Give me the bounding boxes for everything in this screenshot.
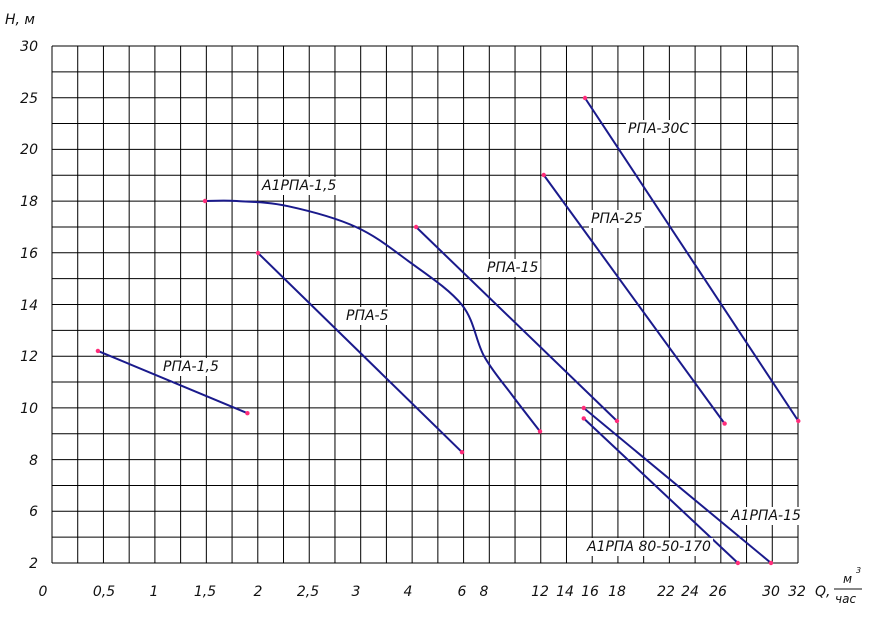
y-tick-label: 18 (20, 194, 38, 210)
series-line (257, 252, 463, 453)
series-line (584, 97, 800, 422)
x-axis-label: Q, (815, 584, 830, 600)
series-label: А1РПА-1,5 (261, 178, 336, 194)
series-endpoint (537, 429, 543, 434)
series-label-background (161, 358, 221, 376)
x-axis-unit-den: час (835, 592, 856, 606)
series-label: А1РПА-15 (730, 508, 801, 524)
series-endpoint (581, 405, 586, 411)
series-line (415, 226, 618, 422)
series-endpoint (95, 348, 101, 354)
x-tick-label: 26 (709, 584, 727, 600)
x-tick-label: 14 (556, 584, 574, 600)
y-tick-label: 20 (20, 142, 38, 158)
series-label-background (589, 210, 645, 228)
series-label: РПА-25 (591, 211, 643, 227)
x-tick-label: 1,5 (194, 584, 216, 600)
x-axis-unit-sup: 3 (856, 566, 861, 575)
y-tick-label: 10 (20, 401, 38, 417)
series-label: А1РПА 80-50-170 (586, 539, 711, 555)
series-label-background (485, 259, 541, 277)
series-label-background (728, 507, 803, 525)
series-endpoint (202, 198, 208, 204)
x-tick-label: 0 (39, 584, 48, 600)
series-endpoint (722, 421, 727, 426)
y-tick-label: 8 (29, 453, 38, 469)
x-tick-label: 32 (788, 584, 806, 600)
series-label-background (259, 177, 339, 195)
series-line (97, 349, 248, 415)
x-tick-label: 4 (404, 584, 413, 600)
x-tick-label: 3 (352, 584, 361, 600)
y-tick-label: 6 (29, 504, 38, 520)
series-endpoint (413, 224, 419, 230)
series-label: РПА-5 (346, 308, 389, 324)
x-tick-label: 30 (762, 584, 780, 600)
y-tick-label: 14 (20, 298, 38, 314)
x-tick-label: 6 (458, 584, 467, 600)
series-endpoint (582, 95, 588, 101)
x-tick-label: 8 (480, 584, 489, 600)
y-axis-label: H, м (5, 12, 35, 28)
series-endpoint (796, 418, 801, 424)
series-endpoint (245, 411, 250, 416)
series-endpoint (255, 250, 261, 256)
y-tick-label: 25 (20, 91, 38, 107)
series-endpoint (735, 560, 741, 566)
series-endpoint (768, 560, 774, 566)
y-tick-label: 30 (20, 39, 38, 55)
x-tick-label: 18 (608, 584, 626, 600)
series-line (583, 407, 772, 564)
series-label-background (584, 538, 714, 556)
x-axis-unit-num: м (843, 572, 852, 586)
series-label: РПА-30С (628, 121, 689, 137)
y-tick-label: 2 (29, 556, 38, 572)
series-endpoint (581, 416, 586, 421)
x-tick-label: 24 (681, 584, 699, 600)
x-tick-label: 16 (581, 584, 599, 600)
y-tick-label: 12 (20, 349, 38, 365)
series-endpoint (459, 450, 465, 455)
series-label-background (344, 307, 391, 325)
series-endpoint (614, 418, 620, 424)
series-label-background (626, 120, 692, 138)
series-labels: РПА-1,5 А1РПА-1,5 РПА-5 РПА-15 РПА-25 РПА-30С… (161, 120, 803, 556)
x-tick-label: 22 (657, 584, 675, 600)
series-line (542, 174, 726, 425)
grid (51, 45, 799, 564)
x-tick-label: 12 (531, 584, 549, 600)
x-tick-label: 1 (150, 584, 159, 600)
series-line (204, 199, 541, 433)
x-tick-label: 2,5 (297, 584, 319, 600)
series-label: РПА-1,5 (163, 359, 219, 375)
x-tick-label: 2 (254, 584, 263, 600)
x-tick-label: 0,5 (93, 584, 115, 600)
curves (95, 95, 801, 566)
series-endpoint (541, 172, 546, 178)
series-label: РПА-15 (487, 260, 539, 276)
y-tick-label: 16 (20, 246, 38, 262)
